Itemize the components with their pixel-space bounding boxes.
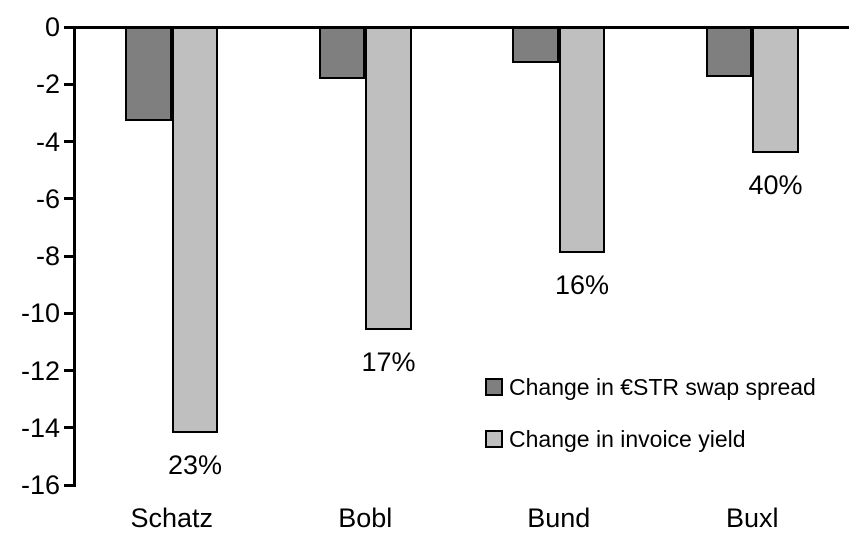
legend-item-invoice-yield: Change in invoice yield — [485, 425, 746, 452]
bar-swap-spread-schatz — [125, 27, 172, 122]
bar-swap-spread-bund — [512, 27, 559, 63]
x-axis-label-schatz: Schatz — [130, 503, 214, 533]
y-tick-mark — [64, 426, 76, 430]
data-label-bobl: 17% — [361, 347, 416, 378]
y-tick-label: -2 — [35, 69, 60, 100]
y-tick-label: -4 — [35, 126, 60, 157]
bar-invoice-yield-schatz — [171, 27, 219, 434]
y-tick-label: -12 — [20, 355, 60, 386]
x-axis-label-bund: Bund — [527, 503, 591, 533]
y-tick-mark — [64, 197, 76, 201]
legend-label: Change in invoice yield — [509, 425, 746, 452]
legend-swatch-icon — [485, 378, 503, 396]
y-tick-label: -6 — [35, 183, 60, 214]
data-label-bund: 16% — [554, 270, 610, 301]
y-tick-label: -8 — [35, 241, 60, 271]
bar-swap-spread-buxl — [705, 27, 753, 78]
legend-swatch-icon — [485, 430, 503, 448]
y-tick-mark — [64, 82, 76, 86]
bar-invoice-yield-bobl — [365, 27, 412, 331]
x-axis-zero-line — [73, 25, 849, 29]
y-tick-mark — [64, 311, 76, 315]
y-tick-label: -14 — [20, 412, 60, 443]
data-label-schatz: 23% — [167, 450, 223, 481]
y-tick-mark — [64, 483, 76, 487]
data-label-buxl: 40% — [748, 169, 803, 200]
x-axis-label-bobl: Bobl — [338, 503, 393, 533]
bar-invoice-yield-buxl — [752, 27, 799, 153]
y-tick-mark — [64, 369, 76, 372]
y-tick-label: -10 — [20, 298, 60, 329]
bar-swap-spread-bobl — [318, 27, 366, 79]
legend-label: Change in €STR swap spread — [509, 373, 816, 400]
y-tick-mark — [64, 140, 76, 143]
bar-invoice-yield-bund — [558, 27, 606, 254]
legend-item-swap-spread: Change in €STR swap spread — [485, 373, 816, 400]
y-tick-label: 0 — [44, 12, 60, 42]
y-tick-mark — [64, 25, 76, 29]
y-tick-mark — [64, 254, 76, 258]
x-axis-label-buxl: Buxl — [725, 503, 779, 533]
y-tick-label: -16 — [20, 470, 60, 500]
